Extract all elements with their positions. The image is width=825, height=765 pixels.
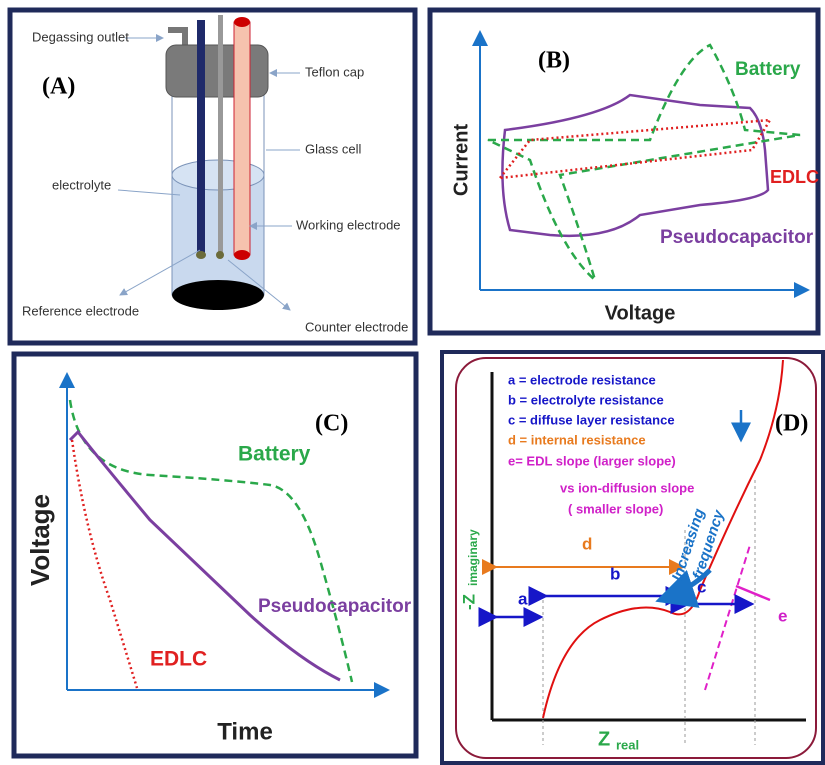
legend-text: d = internal resistance (508, 432, 646, 447)
panel-label: (B) (538, 48, 570, 74)
panel-a: (A) Degassing outlet Teflon cap Glass ce… (10, 10, 415, 343)
label: Pseudocapacitor (660, 227, 814, 248)
legend-text: c = diffuse layer resistance (508, 412, 675, 427)
axis-title: Voltage (25, 494, 55, 586)
axis-title: Time (217, 718, 273, 745)
marker-label: c (697, 577, 706, 596)
legend-text: b = electrolyte resistance (508, 392, 664, 407)
axis-title: Current (450, 124, 472, 197)
legend-text: a = electrode resistance (508, 372, 656, 387)
label: Pseudocapacitor (258, 596, 412, 617)
marker-label: a (518, 589, 528, 608)
label: Battery (735, 59, 801, 80)
panel-label: (C) (315, 411, 348, 437)
axis-title: Z (598, 728, 610, 750)
axis-title-sub: imaginary (466, 529, 480, 586)
panel-c: (C) Battery Pseudocapacitor EDLC Voltage… (14, 354, 416, 756)
marker-label: d (582, 534, 592, 553)
panel-label: (A) (42, 74, 75, 100)
axis-title: Voltage (605, 302, 676, 324)
label: Reference electrode (22, 303, 139, 318)
label: electrolyte (52, 177, 111, 192)
label: Battery (238, 443, 311, 466)
axis-title-sub: real (616, 737, 639, 752)
marker-label: b (610, 564, 620, 583)
legend-text: e= EDL slope (larger slope) (508, 453, 676, 468)
label: EDLC (150, 648, 207, 671)
label: Teflon cap (305, 64, 364, 79)
marker-label: e (778, 606, 787, 625)
figure: (A) Degassing outlet Teflon cap Glass ce… (0, 0, 825, 765)
legend-text: vs ion-diffusion slope (560, 480, 694, 495)
label: Counter electrode (305, 319, 408, 334)
panel-b: (B) Battery EDLC Pseudocapacitor Current… (430, 10, 819, 333)
legend-text: ( smaller slope) (568, 501, 663, 516)
label: Degassing outlet (32, 29, 129, 44)
label: EDLC (770, 167, 819, 187)
label: Working electrode (296, 217, 401, 232)
panel-label: (D) (775, 411, 808, 437)
label: Glass cell (305, 141, 361, 156)
panel-d: a = electrode resistance b = electrolyte… (442, 352, 823, 763)
axis-title: -Z (459, 594, 478, 610)
